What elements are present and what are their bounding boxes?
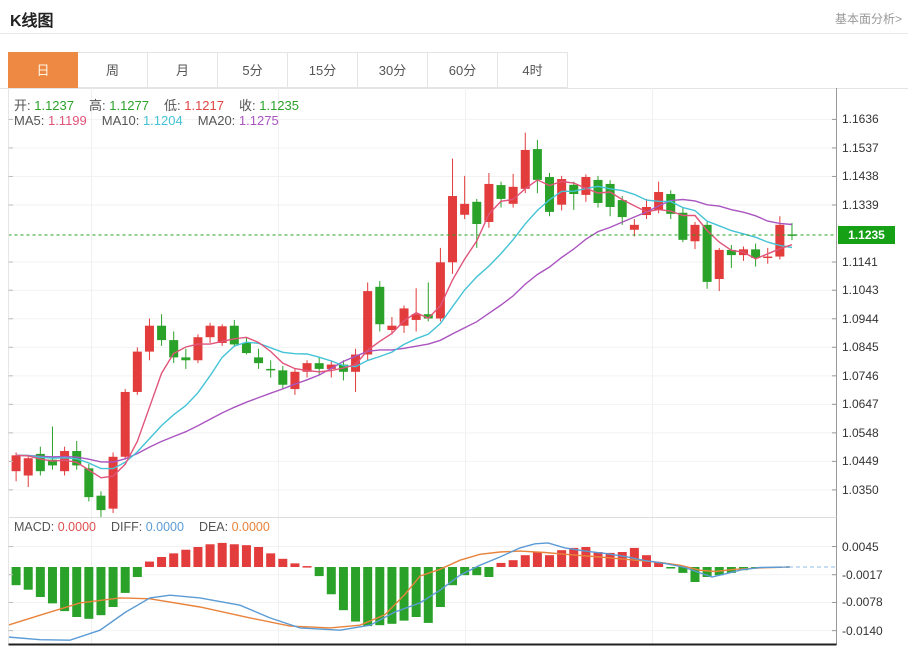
legend-item: 高: 1.1277 — [89, 98, 149, 113]
legend-item: MA5: 1.1199 — [14, 113, 87, 128]
legend-item: MA20: 1.1275 — [197, 113, 279, 128]
macd-tick-label: -0.0078 — [842, 595, 883, 610]
price-tick-label: 1.0350 — [842, 482, 879, 497]
legend-item: DIFF: 0.0000 — [110, 520, 184, 534]
price-tick-label: 1.0548 — [842, 425, 879, 440]
page-title: K线图 — [10, 13, 54, 30]
price-tick-label: 1.1043 — [842, 283, 879, 298]
fundamental-analysis-link[interactable]: 基本面分析> — [834, 12, 902, 26]
price-tick-label: 1.0944 — [842, 311, 879, 326]
tabbar-underline — [0, 88, 908, 89]
ma-legend: MA5: 1.1199 MA10: 1.1204 MA20: 1.1275 — [14, 113, 294, 128]
legend-item: MA10: 1.1204 — [101, 113, 183, 128]
tab-60分[interactable]: 60分 — [428, 52, 498, 88]
tab-日[interactable]: 日 — [8, 52, 78, 88]
tab-周[interactable]: 周 — [78, 52, 148, 88]
price-tick-label: 1.0845 — [842, 340, 879, 355]
tab-5分[interactable]: 5分 — [218, 52, 288, 88]
header-divider — [0, 33, 908, 34]
price-tick-label: 1.1339 — [842, 197, 879, 212]
legend-item: 低: 1.1217 — [164, 98, 224, 113]
legend-item: 收: 1.1235 — [239, 98, 299, 113]
legend-item: DEA: 0.0000 — [198, 520, 270, 534]
macd-tick-label: 0.0045 — [842, 539, 879, 554]
legend-item: MACD: 0.0000 — [14, 520, 96, 534]
ohlc-legend: 开: 1.1237 高: 1.1277 低: 1.1217 收: 1.1235 — [14, 95, 314, 114]
price-tick-label: 1.0746 — [842, 368, 879, 383]
tab-15分[interactable]: 15分 — [288, 52, 358, 88]
macd-tick-label: -0.0017 — [842, 567, 883, 582]
current-price-badge: 1.1235 — [838, 225, 895, 244]
price-tick-label: 1.0449 — [842, 454, 879, 469]
price-tick-label: 1.0647 — [842, 397, 879, 412]
macd-tick-label: -0.0140 — [842, 623, 883, 638]
tab-4时[interactable]: 4时 — [498, 52, 568, 88]
timeframe-tabbar: 日周月 5分 15分 30分 60分 4时 — [8, 52, 568, 88]
tab-月[interactable]: 月 — [148, 52, 218, 88]
price-tick-label: 1.1141 — [842, 255, 878, 270]
price-tick-label: 1.1537 — [842, 140, 879, 155]
legend-item: 开: 1.1237 — [14, 98, 74, 113]
price-tick-label: 1.1438 — [842, 169, 879, 184]
macd-legend: MACD: 0.0000 DIFF: 0.0000 DEA: 0.0000 — [14, 520, 285, 534]
tab-30分[interactable]: 30分 — [358, 52, 428, 88]
price-tick-label: 1.1636 — [842, 112, 879, 127]
